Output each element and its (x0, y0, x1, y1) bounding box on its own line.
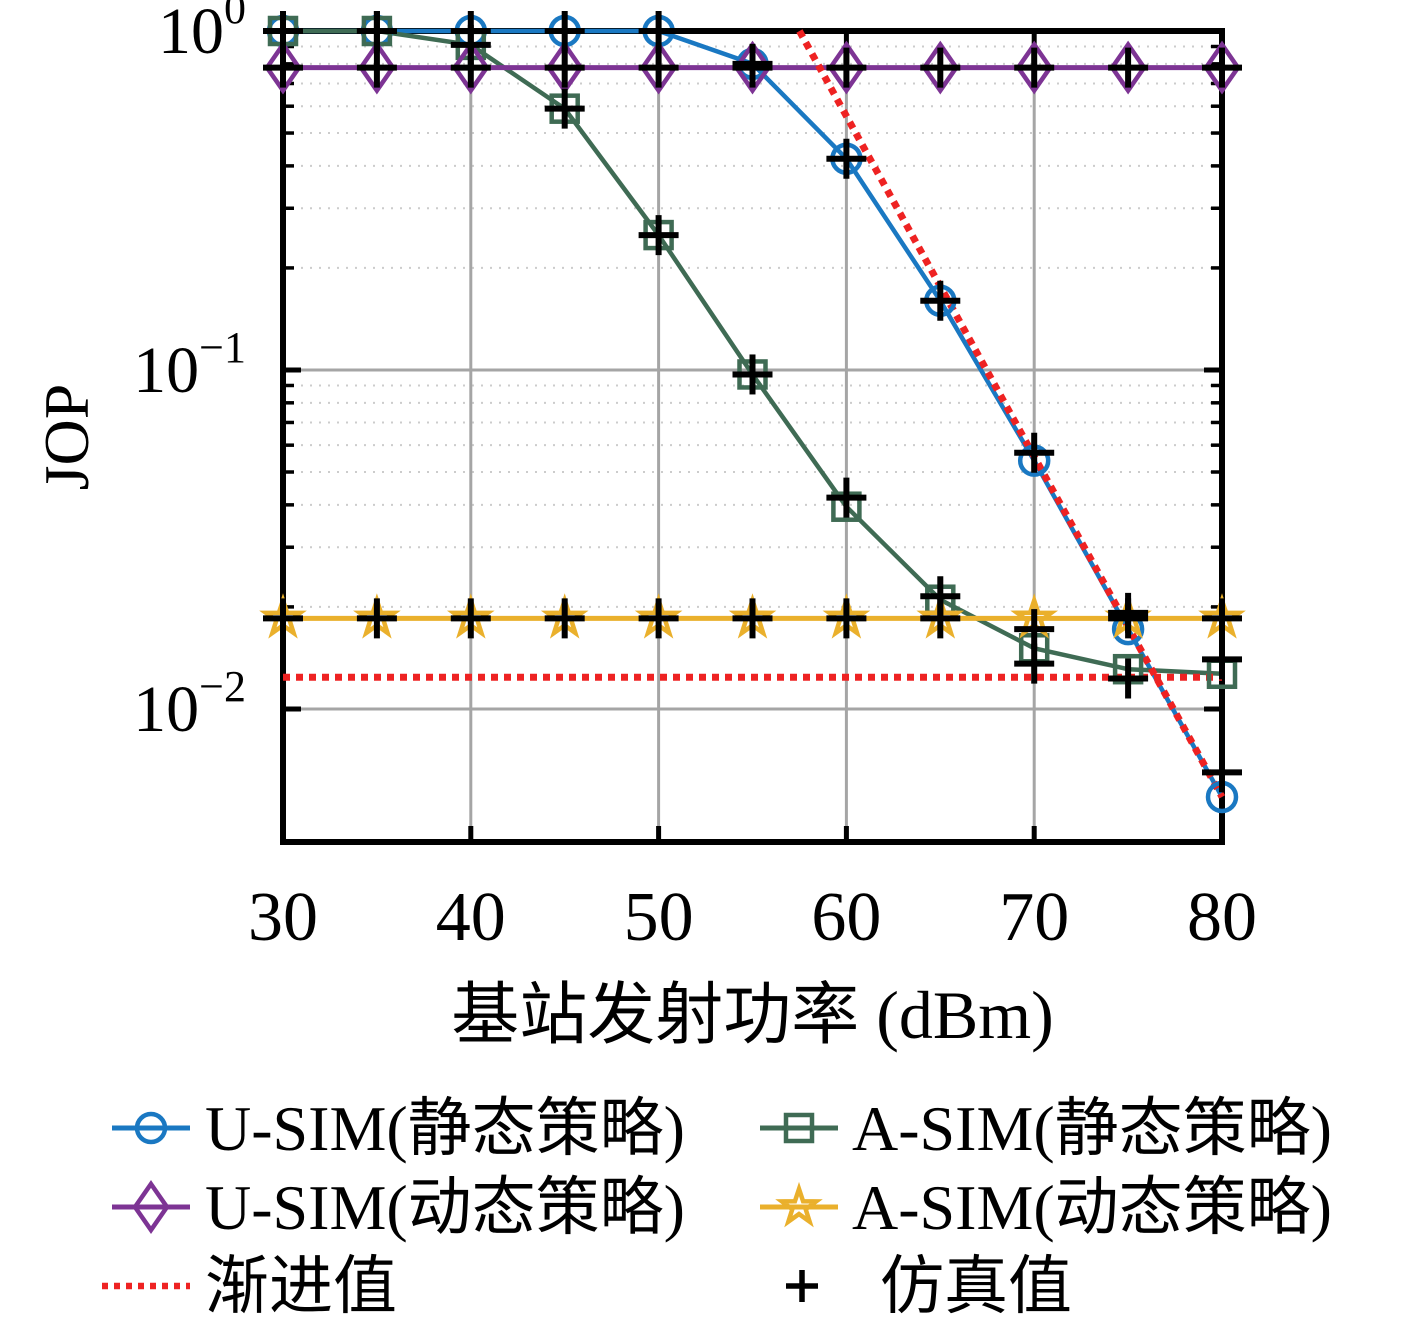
legend: U-SIM(静态策略) U-SIM(动态策略) 渐进值 A-SIM(静态策略) A-SI… (102, 1093, 1332, 1322)
legend-item-a-sim-static: A-SIM(静态策略) (760, 1093, 1332, 1164)
x-tick-label: 60 (811, 879, 881, 956)
grid-minor (283, 45, 1222, 608)
diamond-marker (639, 40, 678, 95)
series-line-a-sim-static (283, 28, 1223, 677)
circle-icon (134, 1111, 168, 1145)
legend-label: 渐进值 (205, 1251, 397, 1322)
legend-item-simulation: 仿真值 (786, 1251, 1072, 1322)
x-tick-label: 70 (999, 879, 1069, 956)
series-markers-u-sim-dynamic (264, 40, 1241, 95)
diamond-marker (827, 40, 866, 95)
legend-label: A-SIM(动态策略) (852, 1172, 1332, 1243)
legend-label: A-SIM(静态策略) (852, 1093, 1332, 1164)
y-tick-exponent: 0 (224, 0, 246, 33)
diamond-marker (1015, 40, 1053, 95)
axis-ticks (280, 28, 1225, 842)
plot-border (280, 28, 1225, 845)
legend-item-a-sim-dynamic: A-SIM(动态策略) (760, 1172, 1332, 1243)
star-icon (775, 1181, 823, 1228)
asymptote-lines (283, 29, 1226, 799)
y-tick-exponent: −1 (199, 323, 246, 372)
y-tick-label: 10−1 (133, 323, 246, 407)
x-tick-label: 50 (624, 879, 694, 956)
diamond-marker (358, 40, 396, 95)
diamond-marker (733, 40, 772, 95)
y-tick-label: 10−2 (133, 662, 246, 746)
series-markers-u-sim-static (266, 14, 1239, 814)
y-axis-tick-labels: 100 10−1 10−2 (133, 0, 246, 746)
x-tick-label: 30 (248, 879, 318, 956)
y-tick-label: 100 (158, 0, 246, 68)
series-line-u-sim-static (283, 28, 1224, 798)
series-markers-a-sim-static (267, 15, 1238, 690)
legend-label: 仿真值 (880, 1251, 1072, 1322)
legend-label: U-SIM(静态策略) (205, 1093, 685, 1164)
y-tick-exponent: −2 (199, 662, 246, 711)
x-axis-title: 基站发射功率 (dBm) (451, 977, 1054, 1053)
legend-label: U-SIM(动态策略) (205, 1172, 685, 1243)
legend-item-u-sim-dynamic: U-SIM(动态策略) (112, 1172, 685, 1243)
grid-major (283, 31, 1222, 842)
legend-item-asymptote: 渐进值 (102, 1251, 397, 1322)
diamond-marker (1203, 40, 1241, 95)
square-icon (783, 1112, 815, 1144)
asymptote-line (796, 29, 1226, 799)
x-tick-label: 80 (1187, 879, 1257, 956)
x-tick-label: 40 (436, 879, 506, 956)
x-axis-tick-labels: 30 40 50 60 70 80 (248, 879, 1257, 956)
legend-item-u-sim-static: U-SIM(静态策略) (112, 1093, 685, 1164)
simulation-markers (263, 11, 1242, 793)
diamond-marker (264, 40, 302, 95)
diamond-icon (132, 1180, 170, 1234)
diamond-marker (452, 40, 490, 95)
diamond-marker (1109, 40, 1147, 95)
diamond-marker (921, 40, 960, 95)
y-axis-title: JOP (31, 384, 102, 491)
